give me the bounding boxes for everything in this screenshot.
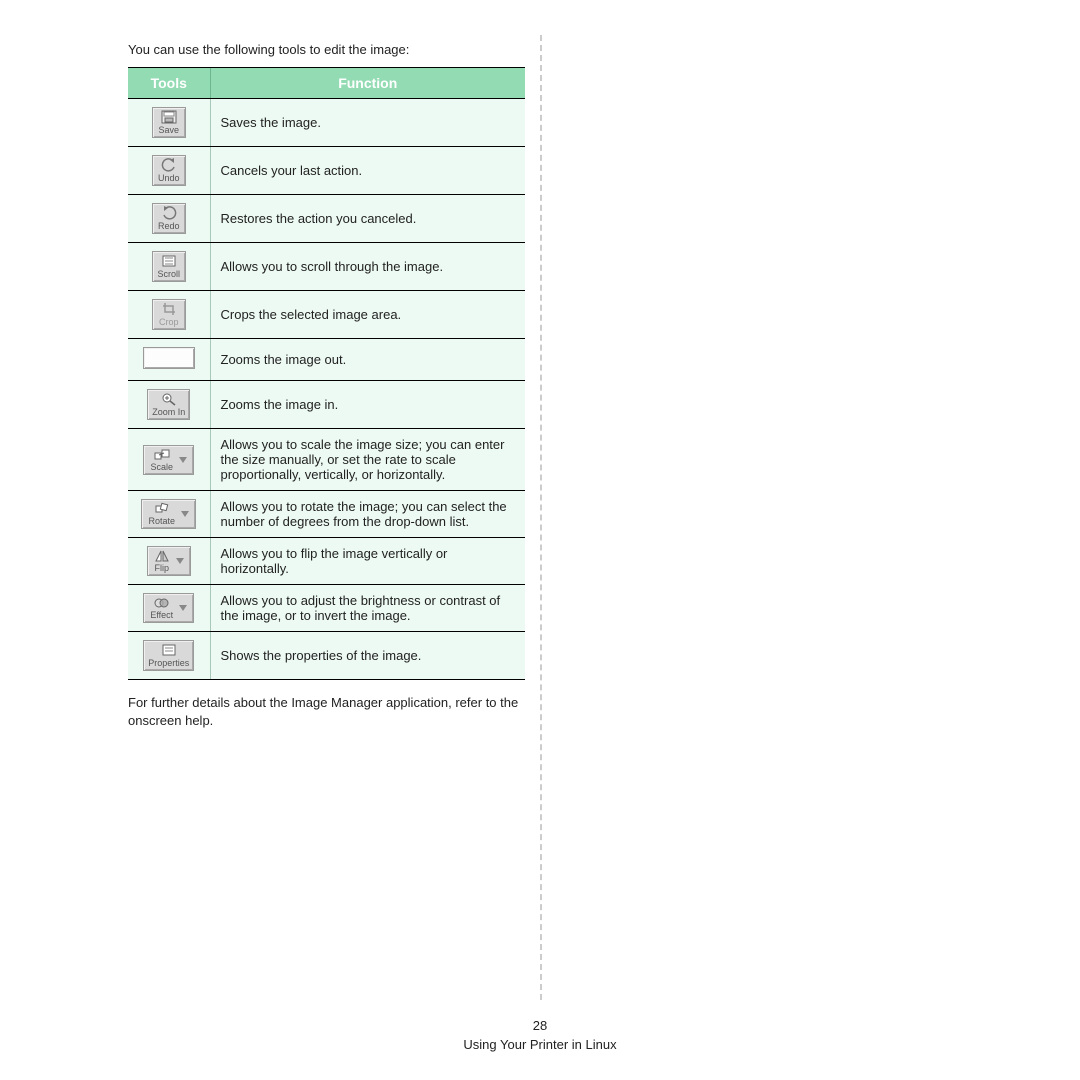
table-row: Scale Allows you to scale the image size… [128, 429, 525, 491]
chevron-down-icon [179, 457, 187, 463]
scroll-button[interactable]: Scroll [152, 251, 186, 282]
zoom-out-button[interactable] [143, 347, 195, 369]
properties-icon [161, 643, 177, 657]
properties-label: Properties [148, 658, 189, 668]
table-row: Scroll Allows you to scroll through the … [128, 243, 525, 291]
table-row: Effect Allows you to adjust the brightne… [128, 585, 525, 632]
func-save: Saves the image. [210, 99, 525, 147]
crop-label: Crop [159, 317, 179, 327]
page-footer: 28 Using Your Printer in Linux [0, 1018, 1080, 1052]
left-column: You can use the following tools to edit … [128, 42, 525, 730]
crop-button[interactable]: Crop [152, 299, 186, 330]
undo-button[interactable]: Undo [152, 155, 186, 186]
func-effect: Allows you to adjust the brightness or c… [210, 585, 525, 632]
scroll-label: Scroll [157, 269, 180, 279]
intro-text: You can use the following tools to edit … [128, 42, 525, 57]
page-number: 28 [0, 1018, 1080, 1033]
func-rotate: Allows you to rotate the image; you can … [210, 491, 525, 538]
func-zoomin: Zooms the image in. [210, 381, 525, 429]
column-divider [540, 35, 542, 1000]
flip-icon [154, 549, 170, 563]
rotate-label: Rotate [148, 517, 175, 526]
table-row: Undo Cancels your last action. [128, 147, 525, 195]
tools-table: Tools Function Save Saves the image. [128, 67, 525, 680]
scale-button[interactable]: Scale [143, 445, 194, 475]
effect-button[interactable]: Effect [143, 593, 194, 623]
func-properties: Shows the properties of the image. [210, 632, 525, 680]
table-row: Flip Allows you to flip the image vertic… [128, 538, 525, 585]
func-flip: Allows you to flip the image vertically … [210, 538, 525, 585]
zoom-in-icon [161, 392, 177, 406]
scale-label: Scale [150, 463, 173, 472]
table-row: Save Saves the image. [128, 99, 525, 147]
properties-button[interactable]: Properties [143, 640, 194, 671]
save-button[interactable]: Save [152, 107, 186, 138]
func-zoomout: Zooms the image out. [210, 339, 525, 381]
func-scroll: Allows you to scroll through the image. [210, 243, 525, 291]
scroll-icon [161, 254, 177, 268]
zoom-in-button[interactable]: Zoom In [147, 389, 190, 420]
table-row: Zooms the image out. [128, 339, 525, 381]
chevron-down-icon [179, 605, 187, 611]
chevron-down-icon [181, 511, 189, 517]
table-row: Crop Crops the selected image area. [128, 291, 525, 339]
crop-icon [161, 302, 177, 316]
header-function: Function [210, 68, 525, 99]
table-row: Zoom In Zooms the image in. [128, 381, 525, 429]
flip-label: Flip [154, 564, 169, 573]
redo-icon [161, 206, 177, 220]
func-redo: Restores the action you canceled. [210, 195, 525, 243]
zoom-in-label: Zoom In [152, 407, 185, 417]
effect-label: Effect [150, 611, 173, 620]
table-row: Redo Restores the action you canceled. [128, 195, 525, 243]
save-label: Save [158, 125, 179, 135]
flip-button[interactable]: Flip [147, 546, 191, 576]
func-scale: Allows you to scale the image size; you … [210, 429, 525, 491]
rotate-icon [154, 502, 170, 516]
outro-text: For further details about the Image Mana… [128, 694, 525, 730]
table-row: Properties Shows the properties of the i… [128, 632, 525, 680]
scale-icon [154, 448, 170, 462]
save-icon [161, 110, 177, 124]
redo-button[interactable]: Redo [152, 203, 186, 234]
undo-label: Undo [158, 173, 180, 183]
header-tools: Tools [128, 68, 210, 99]
effect-icon [154, 596, 170, 610]
undo-icon [161, 158, 177, 172]
func-crop: Crops the selected image area. [210, 291, 525, 339]
rotate-button[interactable]: Rotate [141, 499, 196, 529]
redo-label: Redo [158, 221, 180, 231]
func-undo: Cancels your last action. [210, 147, 525, 195]
chevron-down-icon [176, 558, 184, 564]
table-row: Rotate Allows you to rotate the image; y… [128, 491, 525, 538]
page-caption: Using Your Printer in Linux [0, 1037, 1080, 1052]
